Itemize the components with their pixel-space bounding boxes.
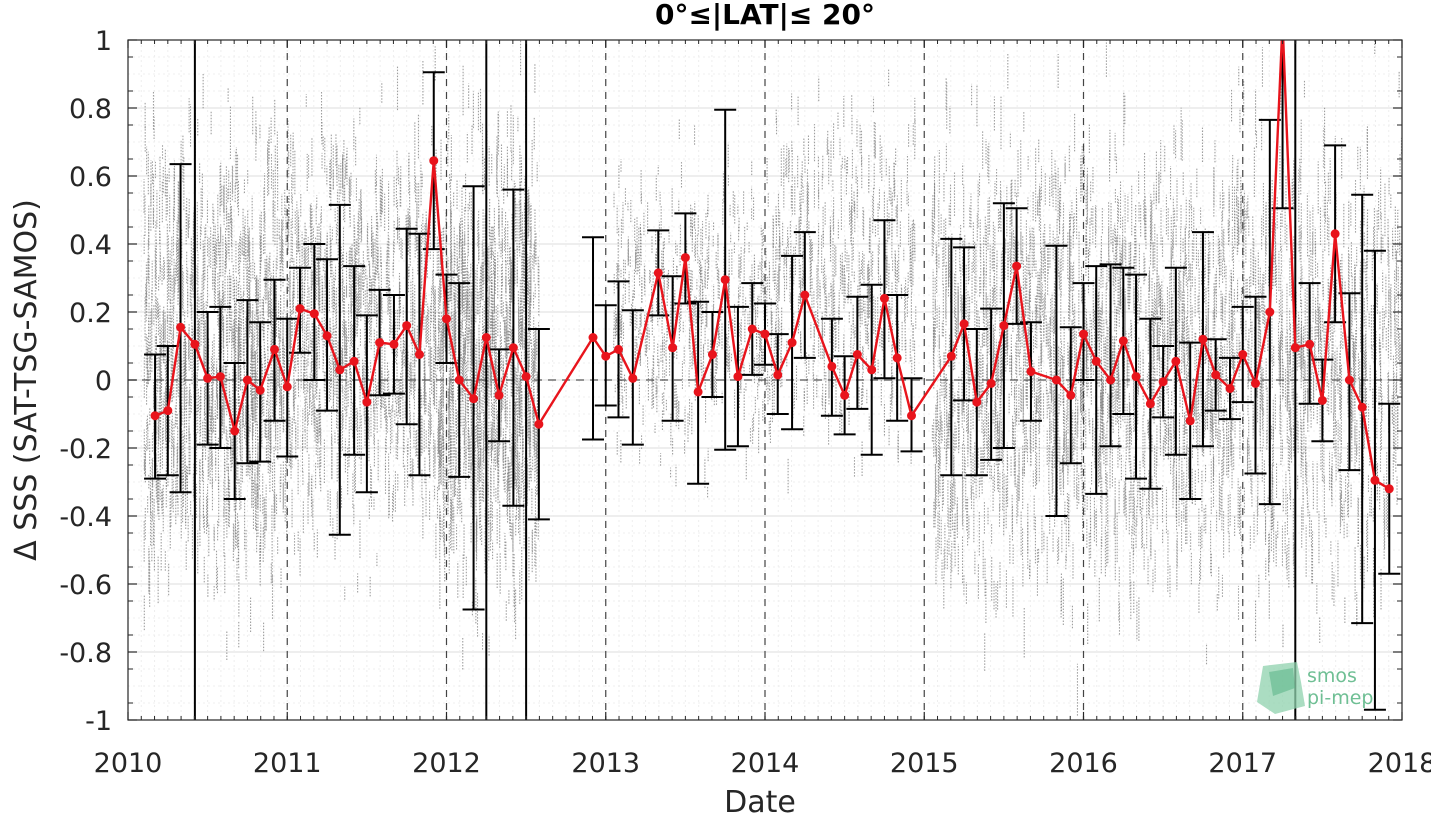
chart: 2010 2011 2012 2013 2014 2015 2016 2017 201810.8… xyxy=(9,0,1431,818)
